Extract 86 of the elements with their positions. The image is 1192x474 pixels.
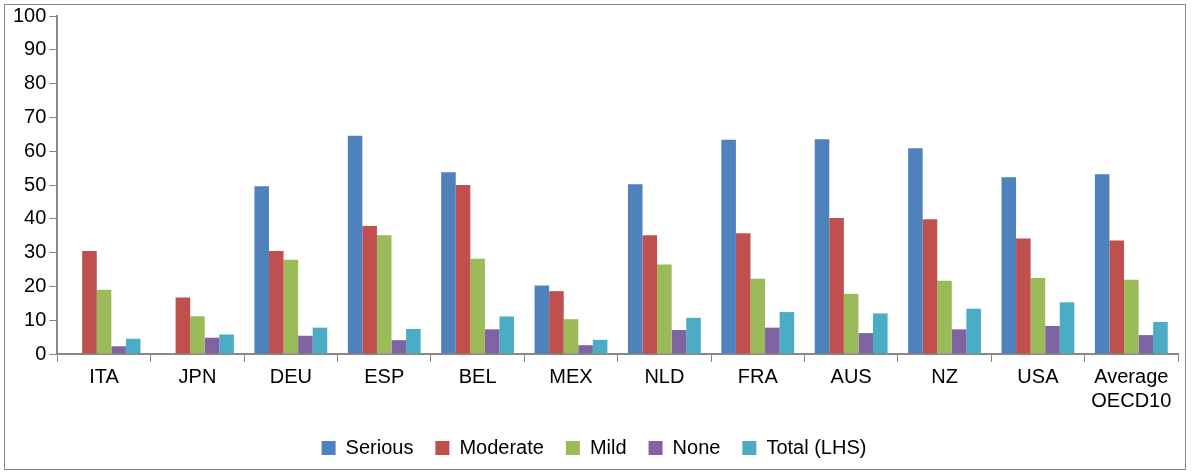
x-tick-label: USA xyxy=(1017,364,1060,387)
legend-label: Mild xyxy=(589,435,627,458)
bar xyxy=(721,139,736,354)
legend-label: None xyxy=(672,435,721,458)
bar xyxy=(592,339,608,354)
bar xyxy=(951,329,967,354)
bar xyxy=(563,319,579,354)
bar xyxy=(1153,321,1168,354)
y-tick-label: 0 xyxy=(35,341,47,364)
y-tick-label: 80 xyxy=(24,71,47,94)
legend-label: Moderate xyxy=(459,435,544,458)
x-tick-label: BEL xyxy=(458,364,497,387)
bar xyxy=(125,338,141,354)
legend-label: Serious xyxy=(345,435,414,458)
bar xyxy=(922,219,938,354)
bar xyxy=(858,333,873,354)
y-tick-label: 70 xyxy=(24,104,47,127)
bar xyxy=(1016,238,1031,354)
y-tick-label: 90 xyxy=(24,37,47,60)
x-tick-label: ITA xyxy=(89,364,120,387)
bar xyxy=(779,312,795,354)
bar xyxy=(219,334,234,354)
bar xyxy=(671,330,687,354)
bar xyxy=(298,335,313,354)
bar xyxy=(175,297,191,354)
y-tick-label: 50 xyxy=(24,172,47,195)
bar xyxy=(499,316,515,354)
y-tick-label: 40 xyxy=(24,206,47,229)
bar xyxy=(1138,335,1154,354)
bar xyxy=(312,327,328,354)
y-tick-label: 20 xyxy=(24,273,47,296)
bar xyxy=(627,184,643,354)
bar xyxy=(470,258,485,354)
bar xyxy=(376,235,392,354)
bar xyxy=(204,337,220,354)
bar xyxy=(642,235,658,354)
bar xyxy=(1045,325,1060,354)
bar xyxy=(111,346,126,354)
bar xyxy=(549,291,564,354)
x-tick-label: AUS xyxy=(830,364,872,387)
x-tick-label: NZ xyxy=(931,364,958,387)
bar xyxy=(283,259,299,354)
bar xyxy=(1001,177,1017,354)
bar xyxy=(735,233,751,354)
y-tick-label: 30 xyxy=(24,240,47,263)
x-tick-label: NLD xyxy=(644,364,685,387)
bar xyxy=(1059,302,1075,354)
bar xyxy=(657,264,672,354)
bar xyxy=(190,316,205,354)
x-tick-label: FRA xyxy=(737,364,779,387)
bar xyxy=(937,280,952,354)
bar xyxy=(406,328,421,354)
y-tick-label: 60 xyxy=(24,138,47,161)
bar xyxy=(908,148,923,354)
bar xyxy=(843,293,859,354)
legend-label: Total (LHS) xyxy=(766,435,867,458)
bar xyxy=(1030,277,1046,354)
bar xyxy=(391,340,407,354)
bar xyxy=(1094,174,1110,354)
y-tick-label: 100 xyxy=(12,3,47,26)
bar xyxy=(82,250,97,354)
bar xyxy=(96,289,112,354)
x-tick-label: DEU xyxy=(269,364,312,387)
x-tick-label: JPN xyxy=(178,364,217,387)
bar xyxy=(254,186,269,354)
bar xyxy=(750,278,766,354)
bar xyxy=(873,313,888,354)
x-tick-label: MEX xyxy=(549,364,593,387)
bar xyxy=(578,345,593,354)
bar xyxy=(1109,240,1125,354)
bar xyxy=(966,308,981,354)
bar xyxy=(347,135,363,354)
bar xyxy=(484,329,500,354)
bar xyxy=(534,285,550,354)
bar xyxy=(268,250,284,354)
bar xyxy=(455,185,471,354)
bar xyxy=(441,172,456,354)
y-tick-label: 10 xyxy=(24,307,47,330)
bar xyxy=(765,327,780,354)
x-tick-label: ESP xyxy=(364,364,405,387)
x-tick-label: Average OECD10 xyxy=(1091,364,1172,411)
bar xyxy=(686,317,701,354)
bar xyxy=(1124,279,1139,354)
bar xyxy=(362,225,377,354)
bar xyxy=(814,139,830,354)
bar xyxy=(829,218,844,354)
